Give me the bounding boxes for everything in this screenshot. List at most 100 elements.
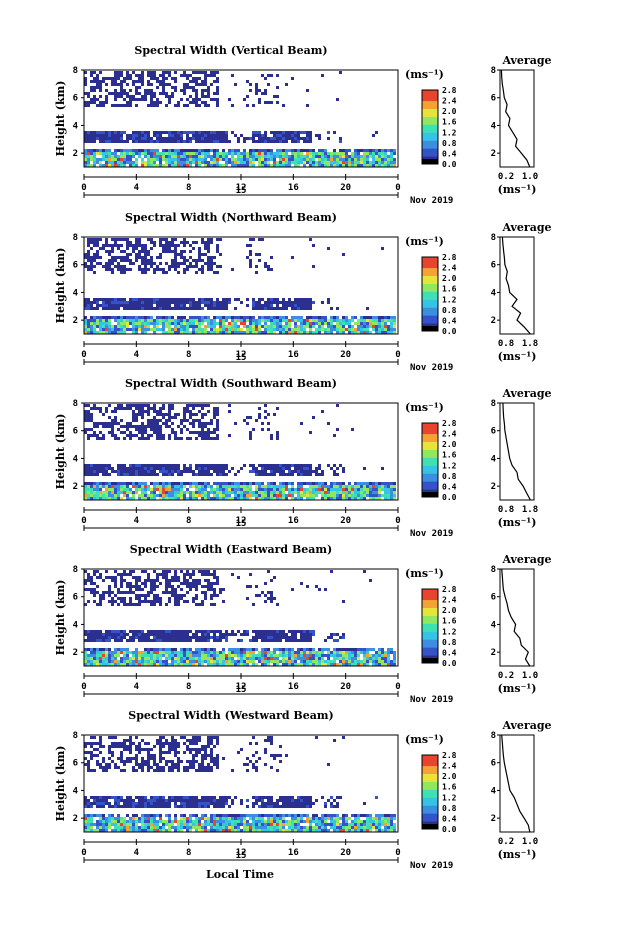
heatmap-cell bbox=[279, 322, 282, 325]
heatmap-cell bbox=[387, 319, 390, 322]
heatmap-cell bbox=[171, 654, 174, 657]
heatmap-cell bbox=[264, 331, 267, 334]
heatmap-cell bbox=[99, 437, 102, 440]
heatmap-cell bbox=[240, 488, 243, 491]
heatmap-cell bbox=[108, 588, 111, 591]
heatmap-cell bbox=[195, 633, 198, 636]
heatmap-cell bbox=[195, 331, 198, 334]
heatmap-cell bbox=[207, 241, 210, 244]
heatmap-cell bbox=[201, 149, 204, 152]
colorbar-tick-label: 0.8 bbox=[442, 139, 457, 148]
heatmap-cell bbox=[174, 244, 177, 247]
heatmap-cell bbox=[222, 158, 225, 161]
heatmap-cell bbox=[171, 407, 174, 410]
heatmap-cell bbox=[342, 488, 345, 491]
heatmap-cell bbox=[87, 259, 90, 262]
heatmap-cell bbox=[258, 485, 261, 488]
heatmap-cell bbox=[135, 241, 138, 244]
heatmap-cell bbox=[132, 603, 135, 606]
heatmap-cell bbox=[228, 651, 231, 654]
heatmap-cell bbox=[279, 158, 282, 161]
heatmap-cell bbox=[90, 247, 93, 250]
heatmap-cell bbox=[249, 322, 252, 325]
heatmap-cell bbox=[300, 485, 303, 488]
heatmap-cell bbox=[369, 149, 372, 152]
heatmap-cell bbox=[246, 416, 249, 419]
heatmap-cell bbox=[348, 482, 351, 485]
heatmap-cell bbox=[90, 158, 93, 161]
heatmap-cell bbox=[333, 663, 336, 666]
heatmap-cell bbox=[180, 491, 183, 494]
heatmap-cell bbox=[174, 491, 177, 494]
heatmap-cell bbox=[273, 663, 276, 666]
heatmap-cell bbox=[270, 152, 273, 155]
heatmap-cell bbox=[177, 140, 180, 143]
heatmap-cell bbox=[249, 262, 252, 265]
heatmap-cell bbox=[312, 319, 315, 322]
heatmap-cell bbox=[324, 328, 327, 331]
heatmap-cell bbox=[204, 494, 207, 497]
heatmap-cell bbox=[207, 654, 210, 657]
heatmap-cell bbox=[183, 250, 186, 253]
heatmap-cell bbox=[273, 636, 276, 639]
heatmap-cell bbox=[93, 331, 96, 334]
heatmap-cell bbox=[159, 298, 162, 301]
colorbar-tick-label: 1.6 bbox=[442, 285, 457, 294]
heatmap-cell bbox=[87, 419, 90, 422]
heatmap-cell bbox=[309, 636, 312, 639]
heatmap-cell bbox=[264, 319, 267, 322]
heatmap-cell bbox=[90, 434, 93, 437]
colorbar-segment bbox=[422, 478, 438, 482]
heatmap-cell bbox=[201, 570, 204, 573]
heatmap-cell bbox=[120, 322, 123, 325]
heatmap-cell bbox=[165, 104, 168, 107]
heatmap-cell bbox=[96, 262, 99, 265]
average-title: Average bbox=[501, 54, 551, 67]
heatmap-cell bbox=[306, 488, 309, 491]
heatmap-cell bbox=[351, 494, 354, 497]
heatmap-cell bbox=[84, 410, 87, 413]
heatmap-cell bbox=[249, 464, 252, 467]
heatmap-cell bbox=[186, 131, 189, 134]
heatmap-cell bbox=[213, 140, 216, 143]
heatmap-cell bbox=[324, 316, 327, 319]
heatmap-cell bbox=[276, 152, 279, 155]
heatmap-cell bbox=[294, 134, 297, 137]
heatmap-cell bbox=[393, 482, 396, 485]
heatmap-cell bbox=[141, 301, 144, 304]
heatmap-cell bbox=[189, 639, 192, 642]
heatmap-cell bbox=[87, 497, 90, 500]
heatmap-cell bbox=[336, 482, 339, 485]
heatmap-cell bbox=[165, 648, 168, 651]
heatmap-cell bbox=[129, 639, 132, 642]
heatmap-cell bbox=[180, 131, 183, 134]
heatmap-cell bbox=[240, 494, 243, 497]
heatmap-cell bbox=[84, 651, 87, 654]
heatmap-cell bbox=[204, 241, 207, 244]
heatmap-cell bbox=[135, 603, 138, 606]
heatmap-cell bbox=[225, 134, 228, 137]
heatmap-cell bbox=[123, 77, 126, 80]
heatmap-cell bbox=[279, 648, 282, 651]
heatmap-cell bbox=[243, 137, 246, 140]
heatmap-cell bbox=[291, 488, 294, 491]
heatmap-cell bbox=[150, 259, 153, 262]
heatmap-cell bbox=[105, 488, 108, 491]
heatmap-cell bbox=[102, 497, 105, 500]
heatmap-cell bbox=[342, 152, 345, 155]
heatmap-cell bbox=[168, 319, 171, 322]
heatmap-cell bbox=[276, 633, 279, 636]
x-tick-label: 4 bbox=[134, 350, 140, 360]
heatmap-cell bbox=[267, 422, 270, 425]
heatmap-cell bbox=[192, 316, 195, 319]
colorbar-tick-label: 1.6 bbox=[442, 118, 457, 127]
heatmap-cell bbox=[261, 648, 264, 651]
heatmap-cell bbox=[294, 155, 297, 158]
heatmap-cell bbox=[210, 464, 213, 467]
heatmap-cell bbox=[360, 497, 363, 500]
heatmap-cell bbox=[333, 470, 336, 473]
colorbar-segment bbox=[422, 623, 438, 627]
heatmap-cell bbox=[213, 648, 216, 651]
x-tick-label: 12 bbox=[236, 350, 247, 360]
heatmap-cell bbox=[156, 434, 159, 437]
